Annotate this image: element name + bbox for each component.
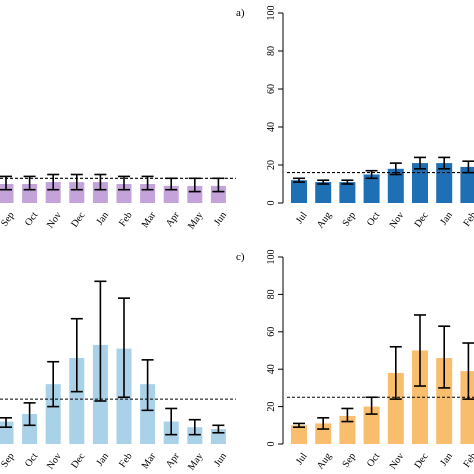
x-tick-label-aug: Aug <box>315 210 334 230</box>
bar-feb <box>116 184 132 203</box>
x-tick-label-oct: Oct <box>23 451 40 469</box>
x-tick-label-sep: Sep <box>0 210 17 229</box>
panel-label: c) <box>236 251 245 263</box>
panel-top-left: Sep Oct Nov Dec Jan Feb Mar Apr May Jun <box>0 173 236 231</box>
bar-feb <box>460 166 474 203</box>
x-tick-label-feb: Feb <box>461 210 474 229</box>
x-tick-label-apr: Apr <box>164 210 182 230</box>
x-tick-label-feb: Feb <box>117 451 135 470</box>
x-tick-label-jul: Jul <box>294 451 310 467</box>
bar-aug <box>315 182 332 203</box>
x-tick-label-oct: Oct <box>23 210 40 228</box>
y-tick-label: 40 <box>266 122 277 132</box>
y-tick-label: 60 <box>266 84 277 94</box>
bar-dec <box>69 182 85 203</box>
panel-bottom-left: Sep Oct Nov Dec Jan Feb Mar Apr May Jun c) <box>0 251 245 472</box>
y-tick-label: 20 <box>266 160 277 170</box>
bar-nov <box>387 168 404 203</box>
x-tick-label-dec: Dec <box>412 451 431 471</box>
panel-top-right: 0 20 40 60 80 100 Jul Aug Sep Oct Nov Dec Jan Feb a) <box>236 6 474 231</box>
x-tick-label-jun: Jun <box>212 451 229 469</box>
x-tick-label-dec: Dec <box>412 210 431 230</box>
x-tick-label-jan: Jan <box>438 451 455 468</box>
x-tick-label-oct: Oct <box>365 210 382 228</box>
x-tick-label-nov: Nov <box>45 210 64 230</box>
x-tick-label-jul: Jul <box>294 210 310 226</box>
x-tick-label-dec: Dec <box>69 210 88 230</box>
x-tick-label-nov: Nov <box>388 451 407 471</box>
bar-may <box>187 427 203 444</box>
x-tick-label-mar: Mar <box>140 210 159 231</box>
x-tick-label-nov: Nov <box>388 210 407 230</box>
x-tick-label-feb: Feb <box>117 210 135 229</box>
bar-jul <box>291 425 307 444</box>
x-tick-label-jun: Jun <box>212 210 229 228</box>
bar-jan <box>92 182 108 203</box>
x-tick-label-sep: Sep <box>0 451 17 470</box>
bar-jun <box>210 185 226 203</box>
y-tick-label: 100 <box>266 6 277 21</box>
bar-oct <box>22 184 38 203</box>
bar-jan <box>436 357 453 444</box>
x-tick-label-may: May <box>186 210 206 231</box>
y-tick-label: 80 <box>266 46 277 56</box>
bar-sep <box>339 182 356 203</box>
y-tick-label: 80 <box>266 289 277 299</box>
x-tick-label-sep: Sep <box>340 451 358 470</box>
x-tick-label-aug: Aug <box>315 451 334 471</box>
x-tick-label-jan: Jan <box>94 210 111 227</box>
y-tick-label: 100 <box>266 250 277 265</box>
y-tick-label: 20 <box>266 402 277 412</box>
bar-nov <box>45 182 61 203</box>
bar-feb <box>460 371 474 444</box>
x-tick-label-jan: Jan <box>438 210 455 227</box>
y-tick-label: 60 <box>266 327 277 337</box>
x-tick-label-oct: Oct <box>365 451 382 469</box>
bar-sep <box>339 415 356 444</box>
x-tick-label-feb: Feb <box>461 451 474 470</box>
bar-dec <box>69 357 85 444</box>
panel-bottom-right: 0 20 40 60 80 100 Jul Aug Sep Oct Nov Dec Jan Feb <box>266 250 474 472</box>
bar-jul <box>291 180 307 203</box>
bar-mar <box>140 184 156 203</box>
bar-oct <box>22 414 38 444</box>
x-tick-label-nov: Nov <box>45 451 64 471</box>
x-tick-label-dec: Dec <box>69 451 88 471</box>
bar-sep <box>0 184 14 203</box>
x-tick-label-jan: Jan <box>94 451 111 468</box>
x-tick-label-sep: Sep <box>340 210 358 229</box>
bar-may <box>187 185 203 203</box>
bar-nov <box>387 372 404 444</box>
y-tick-label: 40 <box>266 364 277 374</box>
x-tick-label-mar: Mar <box>140 451 159 472</box>
bar-oct <box>363 406 380 444</box>
bar-oct <box>363 174 380 203</box>
y-tick-label: 0 <box>266 442 277 447</box>
x-tick-label-apr: Apr <box>164 451 182 471</box>
y-tick-label: 0 <box>266 201 277 206</box>
panel-label: a) <box>236 7 245 19</box>
x-tick-label-may: May <box>186 451 206 472</box>
